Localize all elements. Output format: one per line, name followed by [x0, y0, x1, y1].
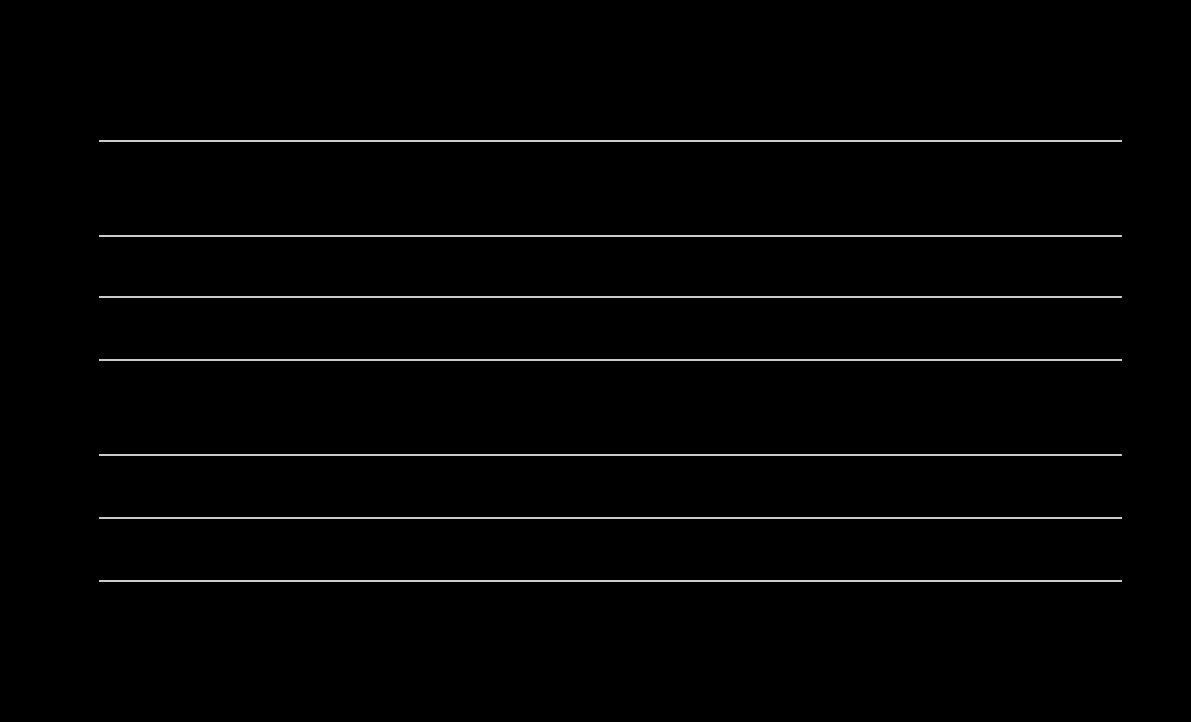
table-frame [99, 140, 1122, 582]
horizontal-rule [99, 235, 1122, 237]
table-row [99, 296, 1122, 359]
horizontal-rule [99, 454, 1122, 456]
table-row [99, 235, 1122, 296]
table-row [99, 140, 1122, 235]
horizontal-rule [99, 359, 1122, 361]
horizontal-rule [99, 580, 1122, 582]
horizontal-rule [99, 140, 1122, 142]
table-row [99, 359, 1122, 454]
table-row [99, 517, 1122, 580]
horizontal-rule [99, 296, 1122, 298]
horizontal-rule [99, 517, 1122, 519]
table-row [99, 454, 1122, 517]
